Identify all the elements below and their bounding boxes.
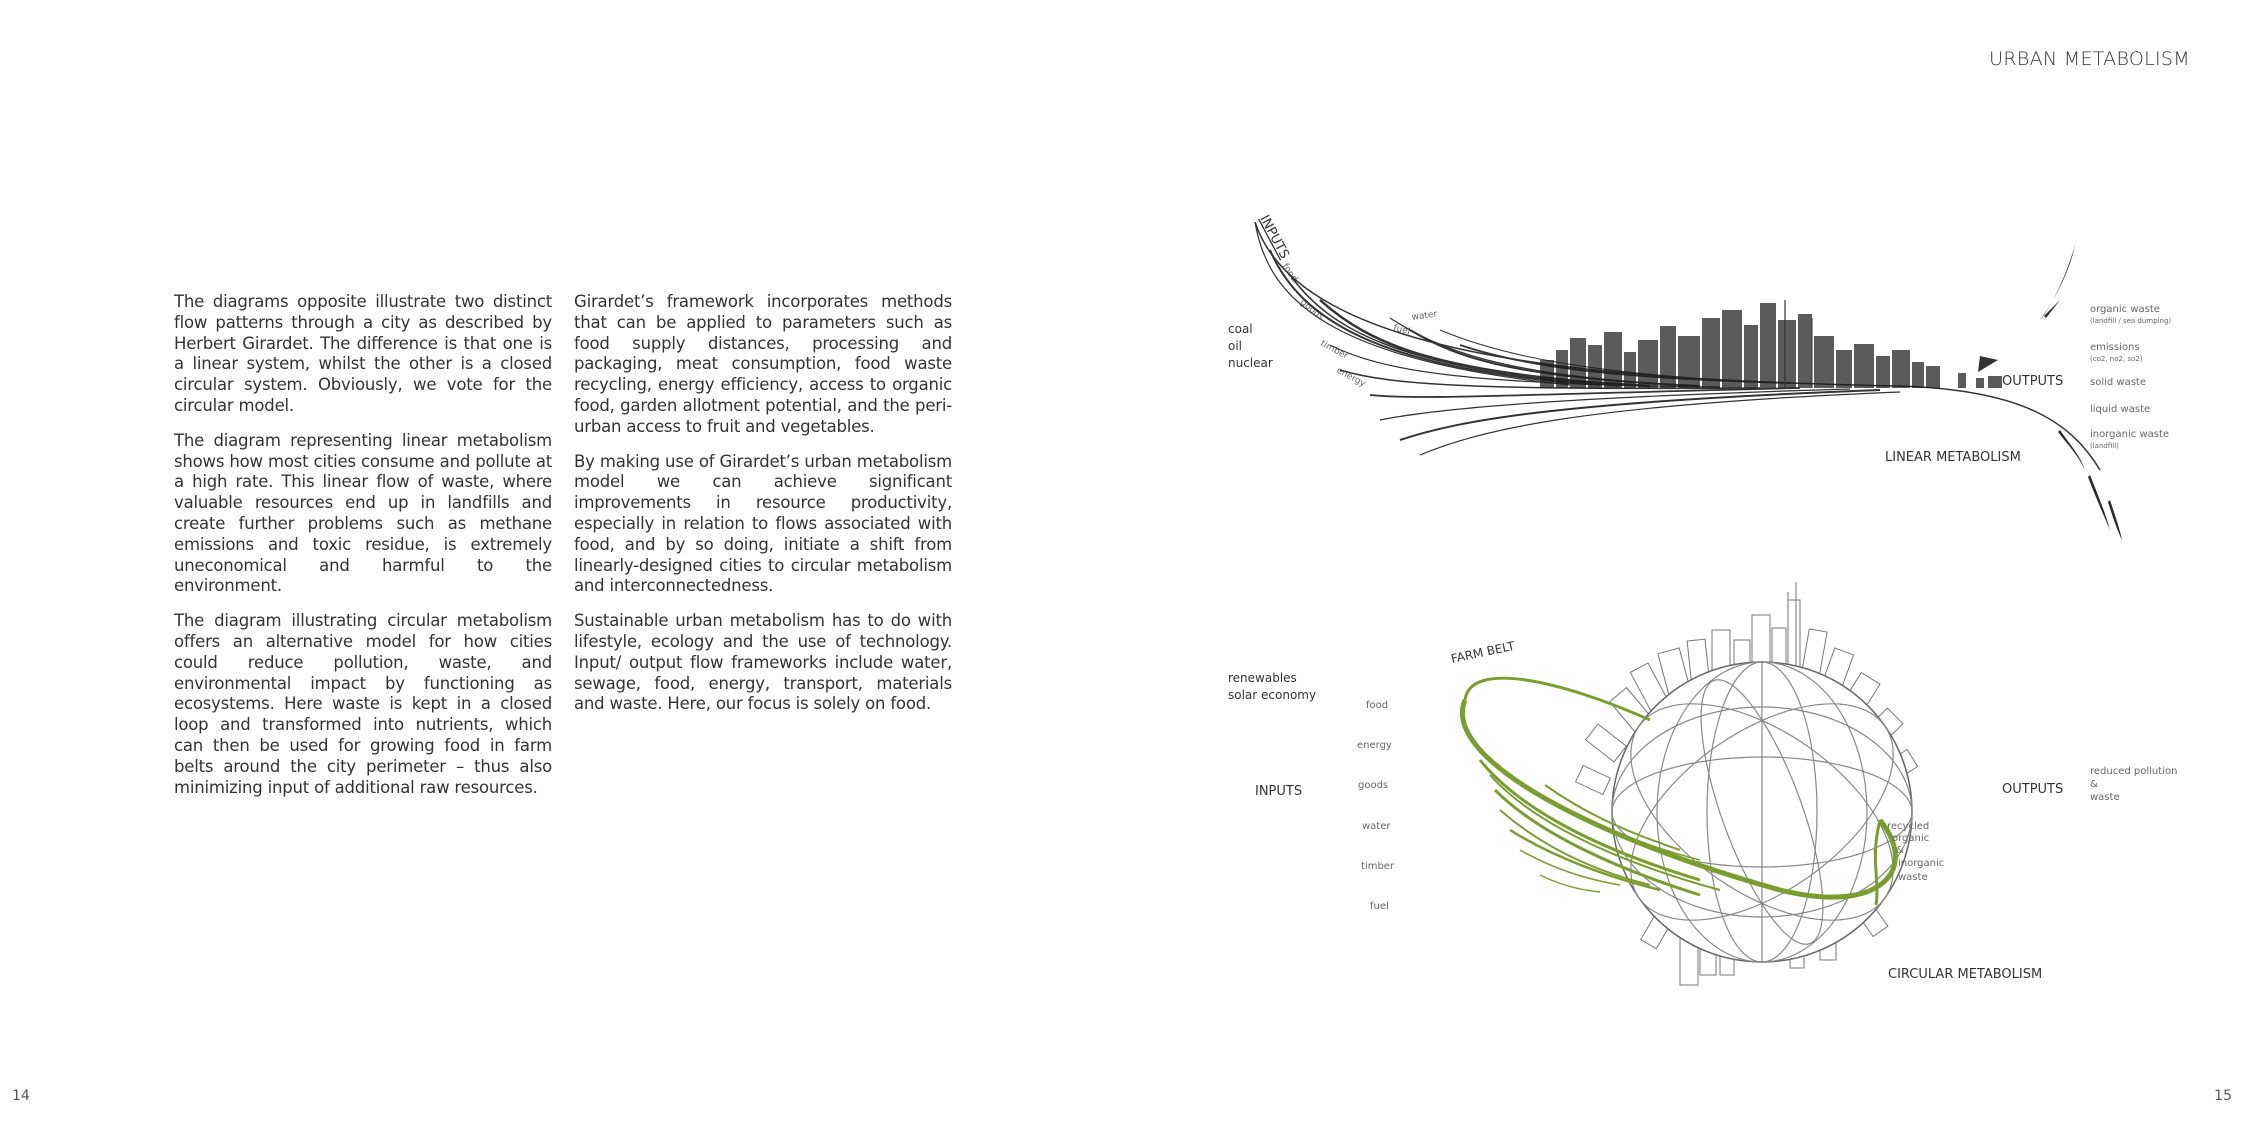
flow-label-food: food: [1366, 700, 1388, 711]
recycled-label-4: inorganic: [1898, 858, 1944, 869]
recycled-label-3: &: [1896, 845, 1904, 856]
linear-outputs-label: OUTPUTS: [2002, 374, 2063, 389]
paragraph: Sustainable urban metabolism has to do w…: [574, 611, 952, 714]
output-ampersand: &: [2090, 779, 2098, 790]
text-column-left: The diagrams opposite illustrate two dis…: [174, 292, 552, 812]
farm-belt: [1460, 676, 1898, 906]
source-oil: oil: [1228, 339, 1242, 353]
flow-label-goods: goods: [1358, 780, 1388, 791]
source-nuclear: nuclear: [1228, 356, 1273, 370]
paragraph: The diagram representing linear metaboli…: [174, 430, 552, 596]
output-waste: waste: [2090, 792, 2120, 803]
output-organic-waste: organic waste: [2090, 304, 2160, 315]
flow-label-energy: energy: [1335, 366, 1368, 390]
output-solid-waste: solid waste: [2090, 377, 2146, 388]
circular-metabolism-diagram: renewables solar economy INPUTS food ene…: [1228, 582, 2177, 986]
flow-label-fuel: fuel: [1370, 901, 1389, 912]
flow-label-water: water: [1362, 821, 1391, 832]
output-inorganic-waste-sub: (landfill): [2090, 442, 2119, 450]
recycled-label-2: organic: [1892, 833, 1929, 844]
flow-label-fuel: fuel: [1392, 323, 1411, 337]
source-renewables: renewables: [1228, 671, 1297, 685]
flow-label-timber: timber: [1361, 861, 1395, 872]
metabolism-diagrams: INPUTS food goods water fuel timber ener…: [1228, 213, 2177, 986]
paragraph: The diagram illustrating circular metabo…: [174, 611, 552, 797]
flow-label-water: water: [1411, 309, 1438, 323]
flow-label-energy: energy: [1357, 740, 1392, 751]
page-number-right: 15: [2214, 1088, 2232, 1104]
linear-skyline: [1540, 303, 2002, 388]
page-number-left: 14: [12, 1088, 30, 1104]
source-coal: coal: [1228, 322, 1253, 336]
circular-outputs-label: OUTPUTS: [2002, 782, 2063, 797]
output-liquid-waste: liquid waste: [2090, 404, 2150, 415]
linear-metabolism-diagram: INPUTS food goods water fuel timber ener…: [1228, 213, 2171, 540]
flow-label-timber: timber: [1319, 339, 1350, 362]
paragraph: By making use of Girardet’s urban metabo…: [574, 451, 952, 596]
output-reduced-pollution: reduced pollution: [2090, 766, 2177, 777]
globe: [1611, 661, 1913, 963]
recycled-label-5: waste: [1898, 872, 1928, 883]
circular-metabolism-title: CIRCULAR METABOLISM: [1888, 967, 2042, 982]
output-emissions-sub: (co2, no2, so2): [2090, 355, 2143, 363]
circular-inputs-label: INPUTS: [1255, 784, 1302, 799]
page-title: URBAN METABOLISM: [1989, 48, 2190, 70]
output-inorganic-waste: inorganic waste: [2090, 429, 2169, 440]
farm-belt-label: FARM BELT: [1450, 639, 1517, 666]
source-solar-economy: solar economy: [1228, 688, 1316, 702]
text-column-right: Girardet’s framework incorporates method…: [574, 292, 952, 729]
output-emissions: emissions: [2090, 342, 2140, 353]
paragraph: The diagrams opposite illustrate two dis…: [174, 292, 552, 415]
recycled-label-1: recycled: [1887, 821, 1929, 832]
paragraph: Girardet’s framework incorporates method…: [574, 292, 952, 436]
output-organic-waste-sub: (landfill / sea dumping): [2090, 317, 2171, 325]
linear-metabolism-title: LINEAR METABOLISM: [1885, 450, 2021, 465]
